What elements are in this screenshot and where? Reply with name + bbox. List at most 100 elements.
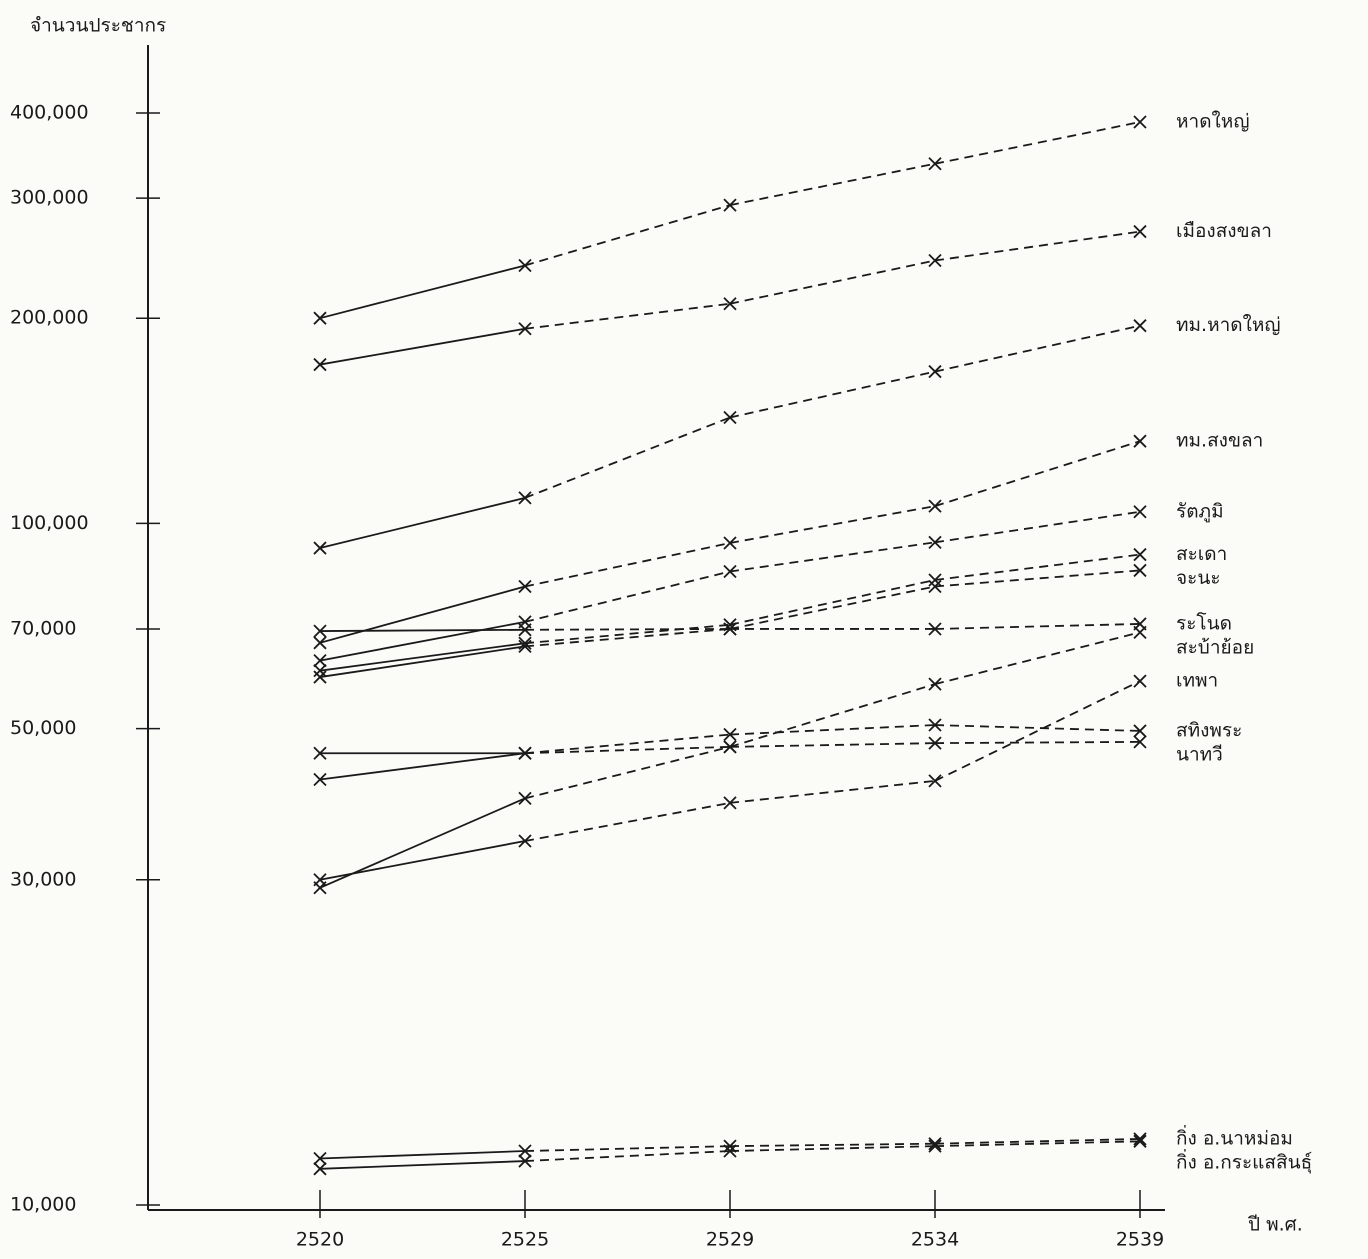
point-marker <box>518 258 532 273</box>
point-marker <box>1133 1134 1147 1148</box>
point-marker <box>1133 735 1147 749</box>
series-segment <box>319 752 526 781</box>
series-segment <box>729 742 936 748</box>
point-marker <box>723 622 737 636</box>
point-marker <box>928 364 942 379</box>
point-marker <box>1133 563 1147 578</box>
series-segment <box>729 683 936 748</box>
series-label: เมืองสงขลา <box>1176 220 1272 242</box>
series-segment <box>524 542 731 588</box>
series-segment <box>934 680 1141 782</box>
series-segment <box>934 510 1141 544</box>
series-label: สะบ้าย้อย <box>1176 636 1254 658</box>
point-marker <box>928 718 942 732</box>
point-marker <box>313 1151 327 1166</box>
point-marker <box>518 491 532 505</box>
point-marker <box>928 1137 942 1151</box>
point-marker <box>313 541 327 555</box>
series-label: หาดใหญ่ <box>1176 111 1250 133</box>
series-segment <box>729 541 936 573</box>
point-marker <box>1133 115 1147 129</box>
x-tick-label: 2529 <box>706 1229 754 1251</box>
point-marker <box>1133 674 1147 688</box>
series-segment <box>319 628 526 632</box>
x-tick-label: 2520 <box>296 1229 344 1251</box>
point-marker <box>313 357 327 372</box>
series-segment <box>524 628 731 648</box>
series-segment <box>934 724 1141 732</box>
y-tick-label: 30,000 <box>10 868 76 890</box>
series-segment <box>524 302 731 330</box>
y-tick-label: 70,000 <box>10 617 76 639</box>
series-segment <box>934 553 1141 581</box>
point-marker <box>518 639 532 654</box>
point-marker <box>928 774 942 788</box>
series-segment <box>729 370 936 419</box>
series-segment <box>729 779 936 804</box>
series-segment <box>934 1140 1141 1148</box>
point-marker <box>1133 505 1147 519</box>
point-marker <box>313 670 327 684</box>
series-segment <box>524 745 731 755</box>
series-segment <box>524 204 731 267</box>
series-segment <box>729 579 936 626</box>
y-tick-label: 200,000 <box>10 307 89 329</box>
series-segment <box>319 1160 526 1170</box>
series-segment <box>934 623 1141 630</box>
point-marker <box>1133 625 1147 640</box>
point-marker <box>518 791 532 805</box>
y-tick-label: 100,000 <box>10 512 89 534</box>
point-marker <box>518 746 532 760</box>
series-segment <box>319 327 526 366</box>
point-marker <box>518 1154 532 1168</box>
point-marker <box>723 410 737 425</box>
point-marker <box>1133 724 1147 738</box>
series-label: ทม.หาดใหญ่ <box>1176 314 1281 336</box>
y-tick-label: 300,000 <box>10 187 89 209</box>
series-label: นาทวี <box>1176 743 1223 765</box>
series-segment <box>524 628 731 631</box>
series-segment <box>524 1145 731 1152</box>
point-marker <box>1133 1132 1147 1146</box>
series-segment <box>524 746 731 800</box>
series-segment <box>729 724 936 736</box>
point-marker <box>723 1144 737 1158</box>
point-marker <box>313 746 327 760</box>
point-marker <box>518 1144 532 1158</box>
y-tick-label: 10,000 <box>10 1194 76 1216</box>
point-marker <box>313 653 327 668</box>
series-segment <box>729 1142 936 1148</box>
x-tick-label: 2539 <box>1116 1229 1164 1251</box>
series-segment <box>729 1145 936 1152</box>
series-segment <box>934 1138 1141 1145</box>
point-marker <box>928 677 942 691</box>
series-label: รัตภูมิ <box>1176 500 1224 522</box>
series-segment <box>934 569 1141 588</box>
series-label: สทิงพระ <box>1176 719 1242 741</box>
point-marker <box>313 1162 327 1176</box>
series-segment <box>524 733 731 755</box>
x-tick-label: 2525 <box>501 1229 549 1251</box>
point-marker <box>723 796 737 810</box>
series-label: กิ่ง อ.กระแสสินธุ์ <box>1176 1148 1312 1174</box>
series-segment <box>729 585 936 630</box>
point-marker <box>518 322 532 336</box>
series-segment <box>934 440 1141 507</box>
series-segment <box>524 570 731 623</box>
series-segment <box>729 259 936 305</box>
x-axis-title: ปี พ.ศ. <box>1247 1214 1303 1236</box>
point-marker <box>928 579 942 594</box>
series-segment <box>319 620 526 662</box>
point-marker <box>928 622 942 636</box>
series-segment <box>729 162 936 207</box>
point-marker <box>928 736 942 750</box>
point-marker <box>928 157 942 171</box>
point-marker <box>928 1139 942 1153</box>
series-segment <box>934 740 1141 745</box>
point-marker <box>1133 547 1147 562</box>
point-marker <box>313 664 327 678</box>
series-segment <box>524 416 731 499</box>
series-segment <box>319 264 526 320</box>
series-segment <box>934 631 1141 685</box>
